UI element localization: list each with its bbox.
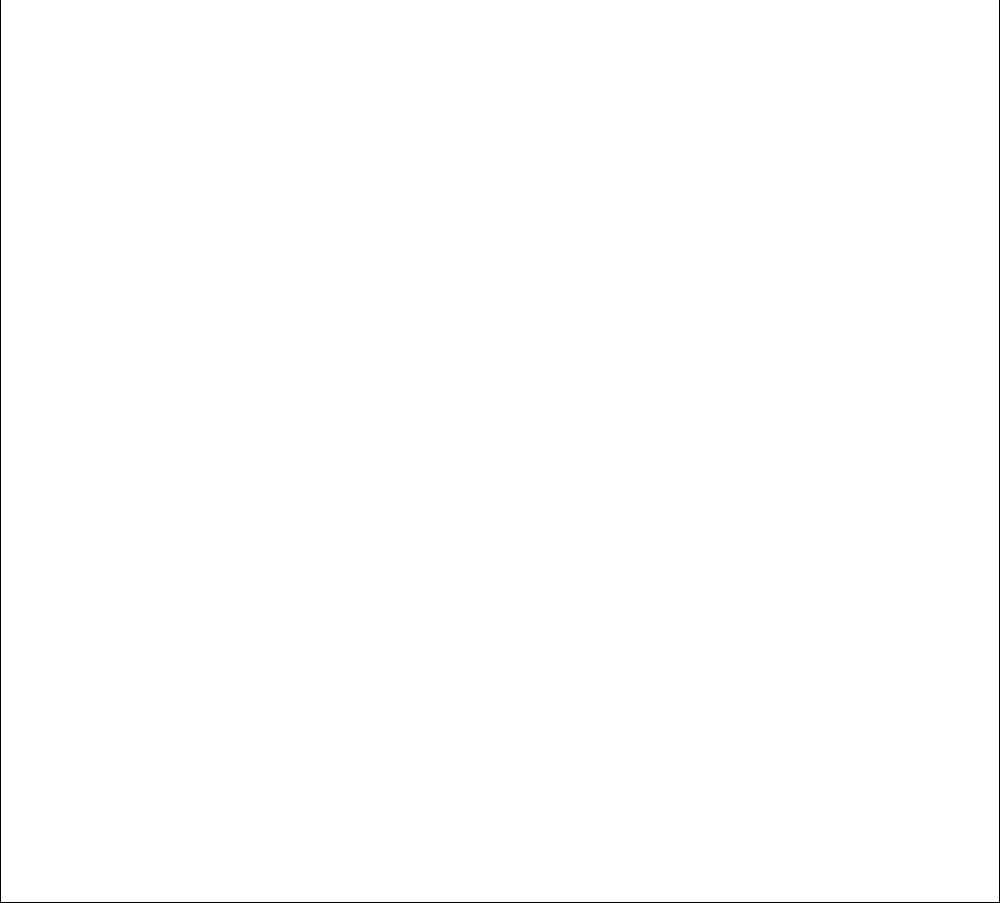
figure-frame xyxy=(0,0,1000,903)
